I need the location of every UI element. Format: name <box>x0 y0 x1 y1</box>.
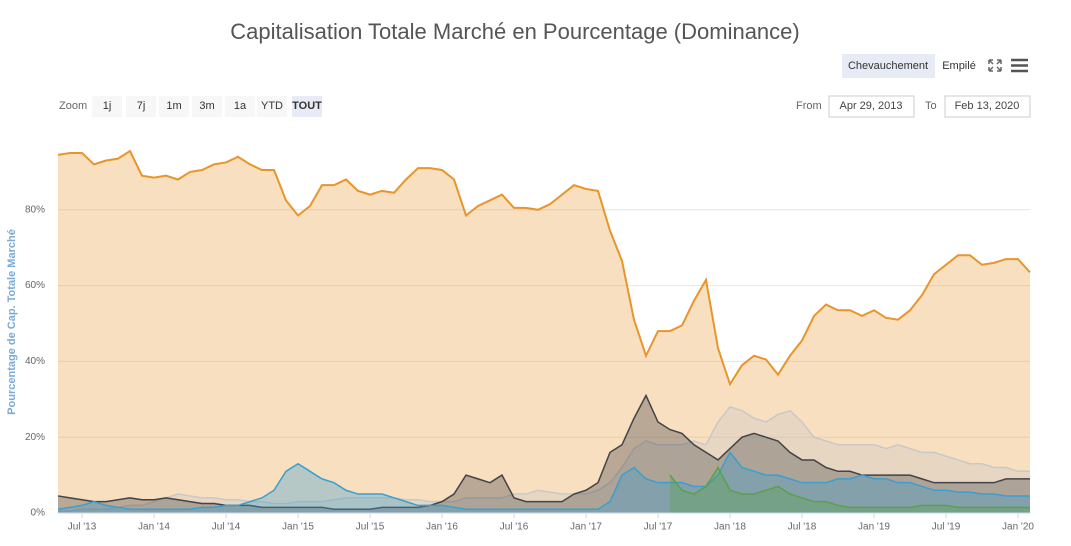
zoom-button[interactable] <box>257 96 287 117</box>
zoom-button-label[interactable]: 1a <box>234 100 247 112</box>
x-tick-label: Jan '16 <box>426 522 458 533</box>
menu-icon[interactable] <box>1011 58 1028 73</box>
series-area <box>58 395 1030 513</box>
zoom-button[interactable] <box>225 96 255 117</box>
fullscreen-icon[interactable] <box>988 59 1002 72</box>
series-line <box>57 450 1030 510</box>
zoom-button[interactable] <box>192 96 222 117</box>
series-line <box>57 393 1030 510</box>
zoom-button-label[interactable]: 7j <box>137 100 146 112</box>
view-button[interactable] <box>842 54 935 78</box>
x-tick-label: Jan '17 <box>570 522 602 533</box>
view-button-label[interactable]: Chevauchement <box>848 60 928 72</box>
zoom-button-label[interactable]: TOUT <box>292 100 322 112</box>
zoom-button[interactable] <box>126 96 156 117</box>
x-tick-label: Jul '15 <box>356 522 385 533</box>
x-tick-label: Jul '17 <box>644 522 673 533</box>
y-tick-label: 0% <box>31 508 46 519</box>
x-tick-label: Jul '18 <box>788 522 817 533</box>
series-area <box>58 151 1030 513</box>
from-date[interactable]: Apr 29, 2013 <box>840 100 903 112</box>
view-button-label[interactable]: Empilé <box>942 60 976 72</box>
zoom-button[interactable] <box>292 96 322 117</box>
x-tick-label: Jul '16 <box>500 522 529 533</box>
series-area <box>58 406 1030 513</box>
x-tick-label: Jan '14 <box>138 522 170 533</box>
zoom-buttons: 1j 7j 1m 3m 1a YTD TOUT <box>92 96 322 117</box>
zoom-button-label[interactable]: YTD <box>261 100 283 112</box>
zoom-button-label[interactable]: 3m <box>199 100 214 112</box>
from-label: From <box>796 100 822 112</box>
from-input[interactable] <box>828 95 915 118</box>
y-tick-label: 60% <box>25 280 45 291</box>
zoom-label: Zoom <box>59 100 87 112</box>
y-tick-label: 20% <box>25 432 45 443</box>
x-tick-label: Jan '18 <box>714 522 746 533</box>
series-area <box>58 452 1030 513</box>
y-axis-title: Pourcentage de Cap. Totale Marché <box>6 229 18 415</box>
series-line <box>669 466 1030 509</box>
x-tick-label: Jan '15 <box>282 522 314 533</box>
x-tick-label: Jan '20 <box>1002 522 1034 533</box>
y-tick-label: 40% <box>25 356 45 367</box>
chart-title: Capitalisation Totale Marché en Pourcent… <box>230 19 799 44</box>
series-line <box>57 149 1031 387</box>
zoom-button-label[interactable]: 1j <box>103 100 112 112</box>
to-date[interactable]: Feb 13, 2020 <box>955 100 1020 112</box>
y-tick-label: 80% <box>25 204 45 215</box>
zoom-button[interactable] <box>159 96 189 117</box>
x-tick-label: Jul '19 <box>932 522 961 533</box>
x-tick-label: Jan '19 <box>858 522 890 533</box>
x-tick-label: Jul '14 <box>212 522 241 533</box>
to-input[interactable] <box>944 95 1031 118</box>
series-area <box>670 467 1030 513</box>
to-label: To <box>925 100 937 112</box>
zoom-button[interactable] <box>92 96 122 117</box>
series-line <box>58 406 1030 512</box>
zoom-button-label[interactable]: 1m <box>166 100 181 112</box>
x-tick-label: Jul '13 <box>68 522 97 533</box>
